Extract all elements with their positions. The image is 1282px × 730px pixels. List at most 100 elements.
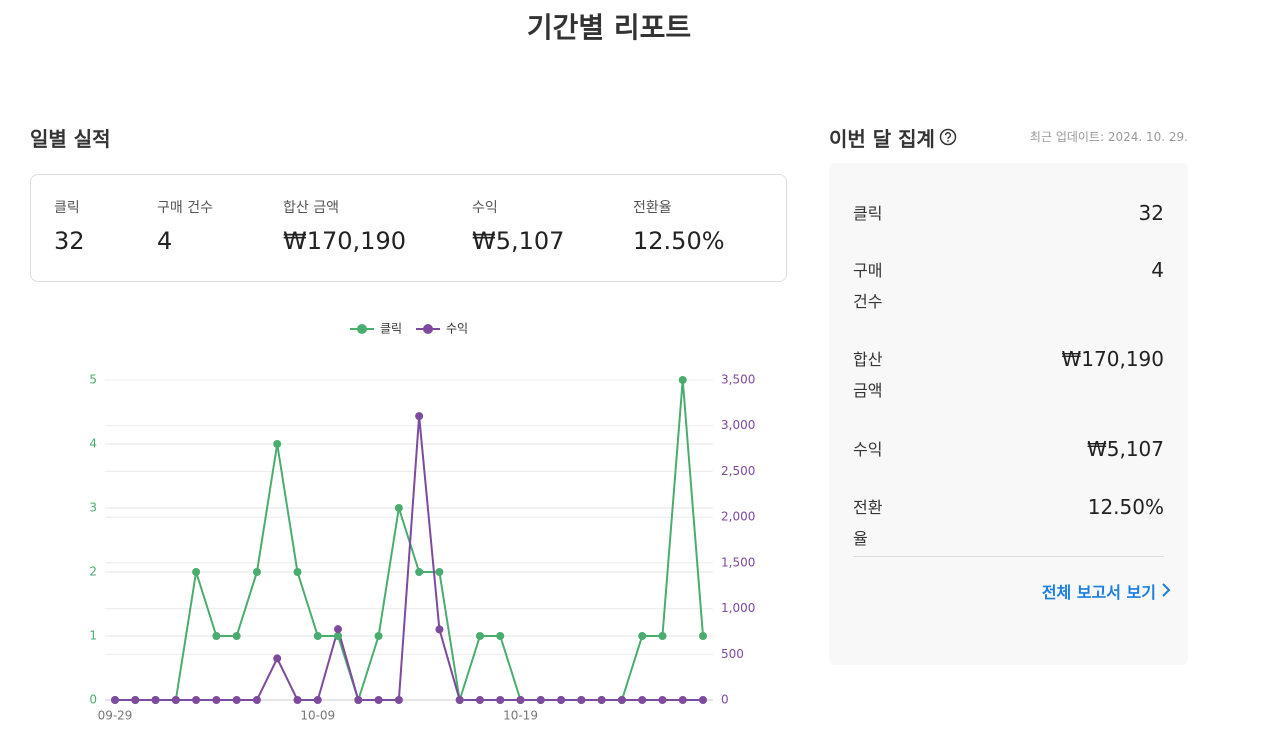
legend-marker <box>357 324 367 334</box>
data-point <box>455 696 464 704</box>
x-tick-label: 09-29 <box>98 709 133 723</box>
data-point <box>374 696 383 704</box>
data-point <box>232 696 241 704</box>
data-point <box>435 568 444 576</box>
y-tick-label: 0 <box>89 693 97 707</box>
stat-label: 합산 금액 <box>283 200 339 216</box>
data-point <box>638 632 647 640</box>
chart: 0 1 2 3 4 5 0 500 1,000 1,500 2,000 2,500 3,000 3,500… <box>89 322 755 723</box>
help-icon[interactable] <box>939 128 957 146</box>
update-time: 최근 업데이트: 2024. 10. 29. <box>1029 130 1188 144</box>
data-point <box>313 696 322 704</box>
data-point <box>273 654 282 663</box>
data-point <box>678 376 687 384</box>
stat-value: ₩5,107 <box>472 227 565 255</box>
report-link[interactable]: 전체 보고서 보기 <box>1041 583 1156 602</box>
stat-label: 수익 <box>472 200 498 216</box>
data-point <box>435 625 444 634</box>
data-point <box>475 632 484 640</box>
x-tick-label: 10-09 <box>300 709 335 723</box>
row-value: 4 <box>1151 258 1164 282</box>
data-point <box>334 625 343 634</box>
y2-tick-label: 2,500 <box>721 464 755 478</box>
stat-value: 12.50% <box>633 227 725 255</box>
section-title: 이번 달 집계 <box>829 127 935 151</box>
data-point <box>212 632 221 640</box>
data-point <box>313 632 322 640</box>
y2-tick-label: 0 <box>721 693 729 707</box>
row-value: ₩5,107 <box>1086 437 1164 461</box>
data-point <box>354 696 363 704</box>
data-point <box>475 696 484 704</box>
data-point <box>536 696 545 704</box>
series-line <box>115 416 703 701</box>
data-point <box>232 632 241 640</box>
page-title: 기간별 리포트 <box>526 11 692 44</box>
row-value: ₩170,190 <box>1061 347 1164 371</box>
data-point <box>415 412 424 421</box>
data-point <box>638 696 647 704</box>
y2-tick-label: 1,500 <box>721 555 755 569</box>
data-point <box>496 696 505 704</box>
row-label: 구매 건수 <box>853 261 883 311</box>
data-point <box>293 696 302 704</box>
y2-tick-label: 3,500 <box>721 373 755 387</box>
stat-label: 클릭 <box>54 200 80 216</box>
y2-tick-label: 1,000 <box>721 601 755 615</box>
legend-label: 클릭 <box>380 322 402 336</box>
y-tick-label: 1 <box>89 629 97 643</box>
data-point <box>658 632 667 640</box>
data-point <box>111 696 119 704</box>
data-point <box>293 568 302 576</box>
y-tick-label: 5 <box>89 373 97 387</box>
data-point <box>212 696 221 704</box>
stat-label: 전환율 <box>633 200 672 216</box>
stat-label: 구매 건수 <box>157 200 213 216</box>
data-point <box>516 696 525 704</box>
data-point <box>151 696 160 704</box>
data-point <box>192 696 201 704</box>
y-tick-label: 4 <box>89 437 97 451</box>
data-point <box>557 696 566 704</box>
data-point <box>252 696 261 704</box>
data-point <box>597 696 606 704</box>
data-point <box>171 696 180 704</box>
data-point <box>273 440 282 448</box>
series-line <box>115 379 704 704</box>
data-point <box>334 632 343 640</box>
data-point <box>415 568 424 576</box>
data-point <box>496 632 505 640</box>
chevron <box>1162 583 1171 597</box>
data-point <box>192 568 201 576</box>
y2-tick-label: 500 <box>721 647 744 661</box>
y-tick-label: 3 <box>89 501 97 515</box>
x-tick-label: 10-19 <box>503 709 538 723</box>
stat-value: ₩170,190 <box>283 227 406 255</box>
summary-panel: 클릭 32 구매 건수 4 합산 금액 ₩170,190 수익 ₩5,107 전… <box>829 163 1188 665</box>
row-label: 전환율 <box>853 498 883 548</box>
data-point <box>658 696 667 704</box>
y2-tick-label: 2,000 <box>721 510 755 524</box>
y-tick-label: 2 <box>89 565 97 579</box>
section-title: 일별 실적 <box>30 127 111 151</box>
data-point <box>699 696 707 704</box>
row-value: 32 <box>1138 201 1164 225</box>
stat-value: 32 <box>54 227 85 255</box>
data-point <box>617 696 626 704</box>
data-point <box>577 696 586 704</box>
data-point <box>678 696 687 704</box>
legend-label: 수익 <box>446 322 468 336</box>
row-label: 수익 <box>853 440 883 459</box>
data-point <box>131 696 140 704</box>
stats-card: 클릭 32 구매 건수 4 합산 금액 ₩170,190 수익 ₩5,107 전… <box>30 174 787 282</box>
data-point <box>394 696 403 704</box>
data-point <box>252 568 261 576</box>
row-value: 12.50% <box>1087 495 1164 519</box>
stat-value: 4 <box>157 227 173 255</box>
data-point <box>394 504 403 512</box>
row-label: 합산 금액 <box>853 350 883 400</box>
y2-tick-label: 3,000 <box>721 418 755 432</box>
data-point <box>374 632 383 640</box>
divider <box>853 556 1164 557</box>
